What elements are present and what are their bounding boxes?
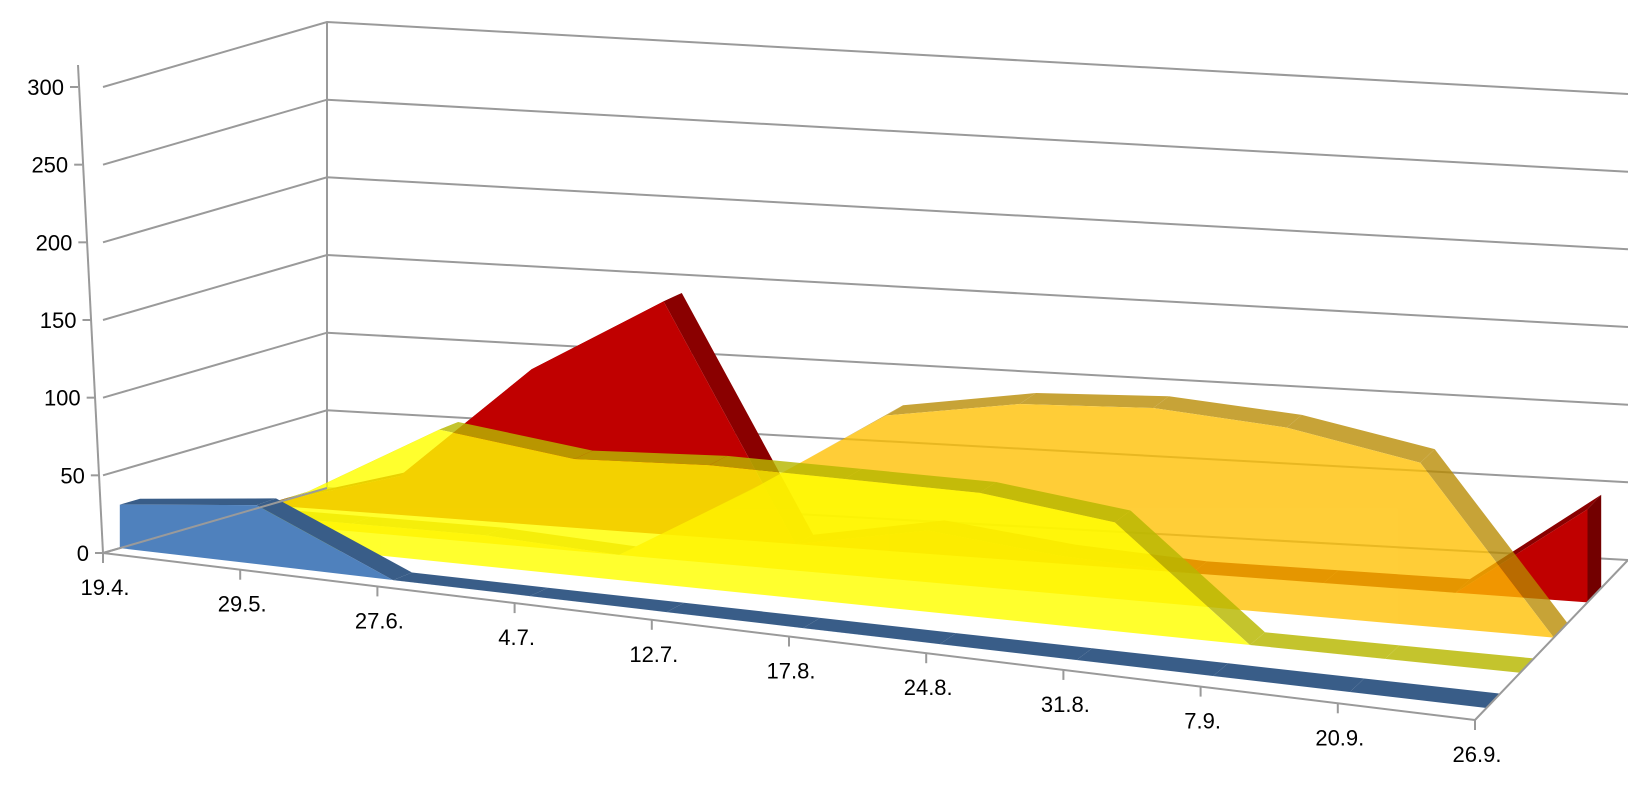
series-1-top-8 <box>1286 414 1435 463</box>
y-axis-labels: 0 50 100 150 200 250 300 <box>27 75 103 566</box>
series-0-end <box>1587 494 1602 603</box>
y-tick-label: 100 <box>44 386 81 411</box>
series-2-top-2 <box>439 422 593 459</box>
series-layer <box>119 293 1602 708</box>
series-3-top-3 <box>529 587 685 613</box>
series-2-top-9 <box>1385 645 1534 673</box>
series-3-top-6 <box>939 633 1093 660</box>
x-tick-label: 19.4. <box>81 575 130 600</box>
y-tick-label: 0 <box>77 541 89 566</box>
x-axis-labels: 19.4. 29.5. 27.6. 4.7. 12.7. 17.8. 24.8. 31.8. 7… <box>81 553 1502 767</box>
y-tick-label: 150 <box>40 308 77 333</box>
y-axis-line <box>77 64 104 554</box>
y-tick-label: 300 <box>27 75 64 100</box>
series-3-top-1 <box>256 498 412 581</box>
series-3-top-7 <box>1076 648 1229 676</box>
series-3-front <box>119 504 1487 708</box>
series-1-top-7 <box>1153 396 1302 428</box>
series-3-top-2 <box>393 572 548 597</box>
series-2 <box>169 422 1534 673</box>
series-2-top-5 <box>844 468 996 493</box>
floor-left-edge <box>102 487 328 554</box>
series-2-top-3 <box>574 450 728 466</box>
series-3-top-9 <box>1349 678 1501 708</box>
x-tick-label: 26.9. <box>1453 742 1502 767</box>
floor-right-edge <box>1474 559 1628 721</box>
x-tick-label: 27.6. <box>355 608 404 633</box>
series-1-top-5 <box>886 393 1036 416</box>
series-2-top-6 <box>979 482 1131 523</box>
y-tick-label: 250 <box>31 153 68 178</box>
series-3-top-0 <box>119 498 276 506</box>
x-tick-label: 29.5. <box>218 592 267 617</box>
x-tick-label: 4.7. <box>498 625 535 650</box>
series-2-top-4 <box>709 455 862 479</box>
y-tick-label: 200 <box>36 230 73 255</box>
x-tick-label: 17.8. <box>767 659 816 684</box>
x-tick-label: 20.9. <box>1315 725 1364 750</box>
series-3 <box>119 498 1501 708</box>
series-2-front <box>169 429 1521 673</box>
series-1-top-6 <box>1019 393 1169 408</box>
series-1-top-9 <box>1420 449 1568 638</box>
series-2-top-8 <box>1249 632 1400 659</box>
series-3-top-5 <box>803 617 957 645</box>
x-tick-label: 7.9. <box>1184 709 1221 734</box>
x-tick-label: 12.7. <box>629 642 678 667</box>
series-3-top-8 <box>1213 663 1365 692</box>
x-tick-label: 31.8. <box>1041 692 1090 717</box>
y-tick-label: 50 <box>60 463 84 488</box>
x-tick-label: 24.8. <box>904 675 953 700</box>
series-2-top-7 <box>1114 510 1265 645</box>
series-3-top-4 <box>666 602 821 629</box>
